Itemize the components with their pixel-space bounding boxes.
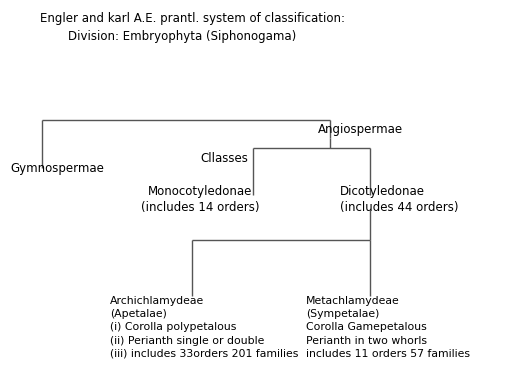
Text: Gymnospermae: Gymnospermae <box>10 161 104 175</box>
Text: Engler and karl A.E. prantl. system of classification:: Engler and karl A.E. prantl. system of c… <box>40 12 345 25</box>
Text: Archichlamydeae
(Apetalae)
(i) Corolla polypetalous
(ii) Perianth single or doub: Archichlamydeae (Apetalae) (i) Corolla p… <box>110 296 298 359</box>
Text: Monocotyledonae
(includes 14 orders): Monocotyledonae (includes 14 orders) <box>141 185 259 214</box>
Text: Dicotyledonae
(includes 44 orders): Dicotyledonae (includes 44 orders) <box>340 185 459 214</box>
Text: Angiospermae: Angiospermae <box>318 123 403 137</box>
Text: Division: Embryophyta (Siphonogama): Division: Embryophyta (Siphonogama) <box>68 30 296 43</box>
Text: Metachlamydeae
(Sympetalae)
Corolla Gamepetalous
Perianth in two whorls
includes: Metachlamydeae (Sympetalae) Corolla Game… <box>306 296 470 359</box>
Text: Cllasses: Cllasses <box>200 151 248 165</box>
